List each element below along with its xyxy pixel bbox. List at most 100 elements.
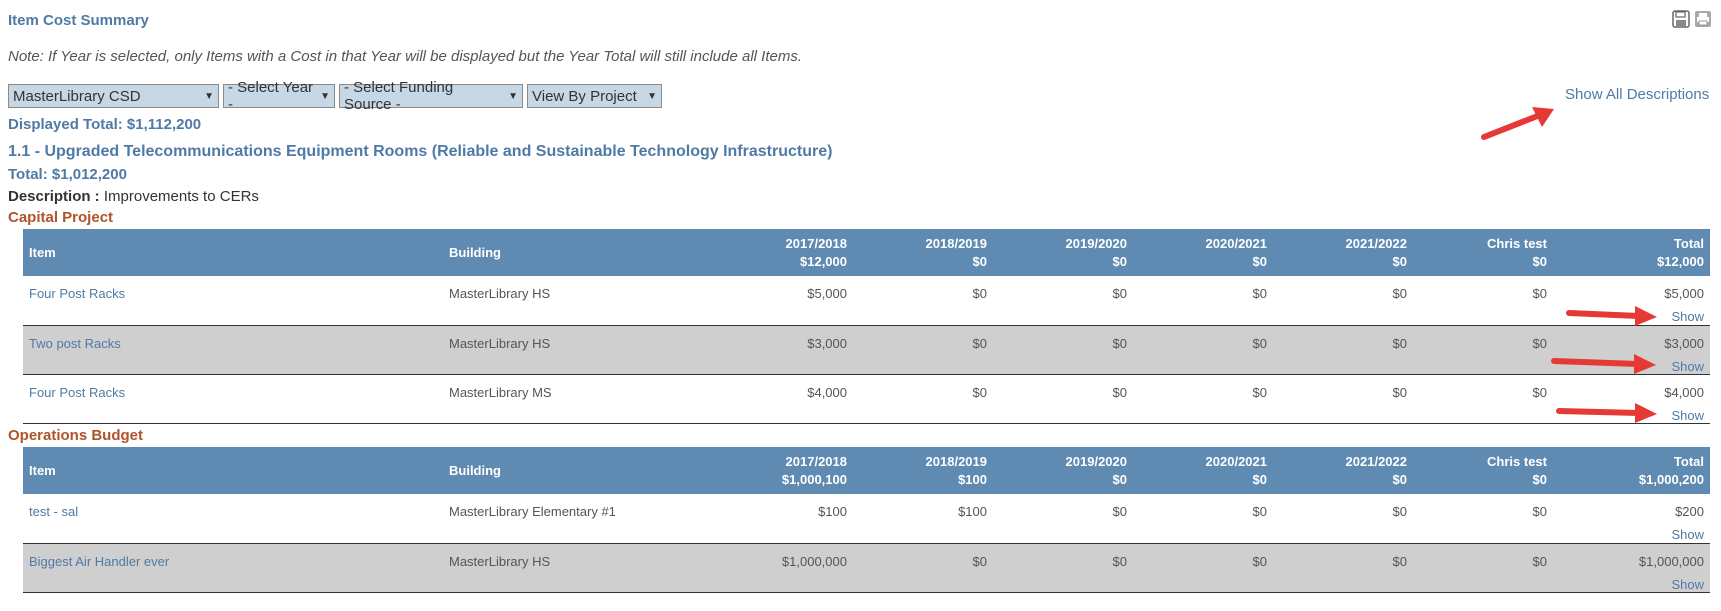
cost-cell: $0 <box>1252 384 1267 400</box>
cost-cell: $0 <box>1532 504 1547 519</box>
column-header-chris-test[interactable]: Chris test $0 <box>1413 447 1553 494</box>
cost-cell: $0 <box>1112 286 1127 301</box>
cost-cell: $0 <box>1392 286 1407 301</box>
cost-cell: $0 <box>1112 553 1127 569</box>
table-row: Four Post Racks MasterLibrary MS $4,000 … <box>23 374 1710 423</box>
toolbar-icons <box>1672 10 1712 28</box>
cost-cell: $0 <box>972 384 987 400</box>
view-select[interactable]: View By Project ▼ <box>527 84 662 108</box>
column-header-year[interactable]: 2021/2022 $0 <box>1273 447 1413 494</box>
column-header-year[interactable]: 2020/2021 $0 <box>1133 229 1273 276</box>
column-header-year[interactable]: 2019/2020 $0 <box>993 229 1133 276</box>
cost-cell: $0 <box>1252 504 1267 519</box>
building-cell: MasterLibrary Elementary #1 <box>449 504 616 519</box>
column-header-year[interactable]: 2017/2018 $1,000,100 <box>713 447 853 494</box>
column-header-year[interactable]: 2018/2019 $0 <box>853 229 993 276</box>
column-header-year[interactable]: 2019/2020 $0 <box>993 447 1133 494</box>
column-header-building[interactable]: Building <box>443 447 713 494</box>
item-link[interactable]: Four Post Racks <box>29 286 126 301</box>
cost-cell: $0 <box>1532 384 1547 400</box>
cost-cell: $3,000 <box>807 335 847 351</box>
cost-cell: $0 <box>1392 384 1407 400</box>
cost-cell: $0 <box>1532 335 1547 351</box>
funding-source-select[interactable]: - Select Funding Source - ▼ <box>339 79 523 113</box>
table-row: Four Post Racks MasterLibrary HS $5,000 … <box>23 276 1710 325</box>
column-header-item[interactable]: Item <box>23 229 443 276</box>
column-header-year[interactable]: 2020/2021 $0 <box>1133 447 1273 494</box>
cost-cell: $0 <box>1252 335 1267 351</box>
cost-cell: $4,000 <box>807 384 847 400</box>
building-cell: MasterLibrary HS <box>449 553 551 569</box>
show-link[interactable]: Show <box>1671 407 1704 423</box>
filter-bar: MasterLibrary CSD ▼ - Select Year - ▼ - … <box>8 79 662 113</box>
print-icon[interactable] <box>1694 10 1712 28</box>
cost-cell: $0 <box>1392 504 1407 519</box>
show-link[interactable]: Show <box>1671 527 1704 542</box>
cost-cell: $0 <box>1112 335 1127 351</box>
capital-project-table: Item Building 2017/2018 $12,000 2018/2019… <box>23 229 1710 424</box>
total-cell: $3,000 Show <box>1553 325 1710 374</box>
year-select[interactable]: - Select Year - ▼ <box>223 79 335 113</box>
total-cell: $4,000 Show <box>1553 374 1710 423</box>
item-link[interactable]: Four Post Racks <box>29 384 126 400</box>
chevron-down-icon: ▼ <box>647 90 657 102</box>
column-header-year[interactable]: 2018/2019 $100 <box>853 447 993 494</box>
show-link[interactable]: Show <box>1671 309 1704 324</box>
year-select-value: - Select Year - <box>228 79 314 113</box>
displayed-total: Displayed Total: $1,112,200 <box>8 116 202 133</box>
section-title-capital-project: Capital Project <box>8 209 114 226</box>
column-header-year[interactable]: 2021/2022 $0 <box>1273 229 1413 276</box>
cost-cell: $100 <box>958 504 987 519</box>
cost-cell: $0 <box>1112 504 1127 519</box>
project-title: 1.1 - Upgraded Telecommunications Equipm… <box>8 143 833 160</box>
district-select-value: MasterLibrary CSD <box>13 87 141 105</box>
cost-cell: $0 <box>1532 286 1547 301</box>
description-value: Improvements to CERs <box>103 188 259 205</box>
building-cell: MasterLibrary HS <box>449 286 551 301</box>
total-cell: $5,000 Show <box>1553 276 1710 325</box>
column-header-item[interactable]: Item <box>23 447 443 494</box>
building-cell: MasterLibrary HS <box>449 335 551 351</box>
section-title-operations-budget: Operations Budget <box>8 427 144 444</box>
column-header-total[interactable]: Total $1,000,200 <box>1553 447 1710 494</box>
chevron-down-icon: ▼ <box>204 90 214 102</box>
show-link[interactable]: Show <box>1671 576 1704 592</box>
column-header-year[interactable]: 2017/2018 $12,000 <box>713 229 853 276</box>
cost-cell: $1,000,000 <box>781 553 847 569</box>
table-header-row: Item Building 2017/2018 $1,000,100 2018/2… <box>23 447 1710 494</box>
cost-cell: $0 <box>1392 335 1407 351</box>
column-header-building[interactable]: Building <box>443 229 713 276</box>
chevron-down-icon: ▼ <box>320 90 330 102</box>
cost-cell: $5,000 <box>807 286 847 301</box>
column-header-total[interactable]: Total $12,000 <box>1553 229 1710 276</box>
item-link[interactable]: test - sal <box>29 504 79 519</box>
show-all-descriptions-link[interactable]: Show All Descriptions <box>1565 86 1710 103</box>
cost-cell: $100 <box>818 504 847 519</box>
save-icon[interactable] <box>1672 10 1690 28</box>
district-select[interactable]: MasterLibrary CSD ▼ <box>8 84 219 108</box>
cost-cell: $0 <box>1112 384 1127 400</box>
cost-cell: $0 <box>1252 553 1267 569</box>
building-cell: MasterLibrary MS <box>449 384 552 400</box>
table-header-row: Item Building 2017/2018 $12,000 2018/2019… <box>23 229 1710 276</box>
filter-note: Note: If Year is selected, only Items wi… <box>8 48 803 65</box>
item-link[interactable]: Two post Racks <box>29 335 121 351</box>
description-label: Description : <box>8 188 100 205</box>
chevron-down-icon: ▼ <box>508 90 518 102</box>
cost-cell: $0 <box>1252 286 1267 301</box>
view-select-value: View By Project <box>532 87 637 105</box>
cost-cell: $0 <box>972 335 987 351</box>
cost-cell: $0 <box>1392 553 1407 569</box>
cost-cell: $0 <box>1532 553 1547 569</box>
table-row: Two post Racks MasterLibrary HS $3,000 $… <box>23 325 1710 374</box>
show-link[interactable]: Show <box>1671 358 1704 374</box>
project-description: Description : Improvements to CERs <box>8 188 259 205</box>
cost-cell: $0 <box>972 553 987 569</box>
page-title: Item Cost Summary <box>8 12 149 29</box>
project-total: Total: $1,012,200 <box>8 166 127 183</box>
column-header-chris-test[interactable]: Chris test $0 <box>1413 229 1553 276</box>
annotation-arrow-icon <box>1481 107 1554 140</box>
table-row: Biggest Air Handler ever MasterLibrary H… <box>23 543 1710 592</box>
funding-source-select-value: - Select Funding Source - <box>344 79 454 113</box>
item-link[interactable]: Biggest Air Handler ever <box>29 553 170 569</box>
